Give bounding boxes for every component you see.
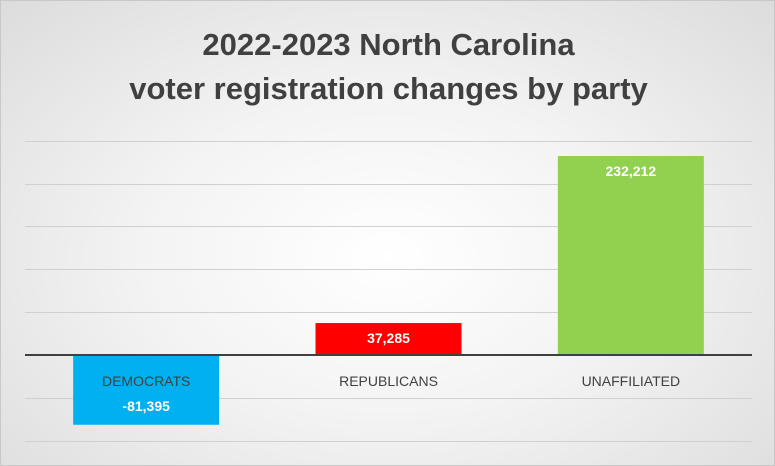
data-label-unaffiliated: 232,212 [606, 163, 657, 179]
bar-democrats [73, 355, 220, 425]
data-label-democrats: -81,395 [122, 398, 170, 414]
chart-title-line-1: 2022-2023 North Carolina [202, 27, 575, 62]
data-label-republicans: 37,285 [367, 330, 410, 346]
category-label-unaffiliated: UNAFFILIATED [582, 373, 681, 389]
chart-title-line-2: voter registration changes by party [129, 71, 648, 106]
bar-republicans [315, 323, 462, 355]
category-label-republicans: REPUBLICANS [339, 373, 438, 389]
bar-unaffiliated [557, 156, 704, 355]
category-label-democrats: DEMOCRATS [102, 373, 190, 389]
chart-title: 2022-2023 North Carolina voter registrat… [1, 23, 774, 111]
